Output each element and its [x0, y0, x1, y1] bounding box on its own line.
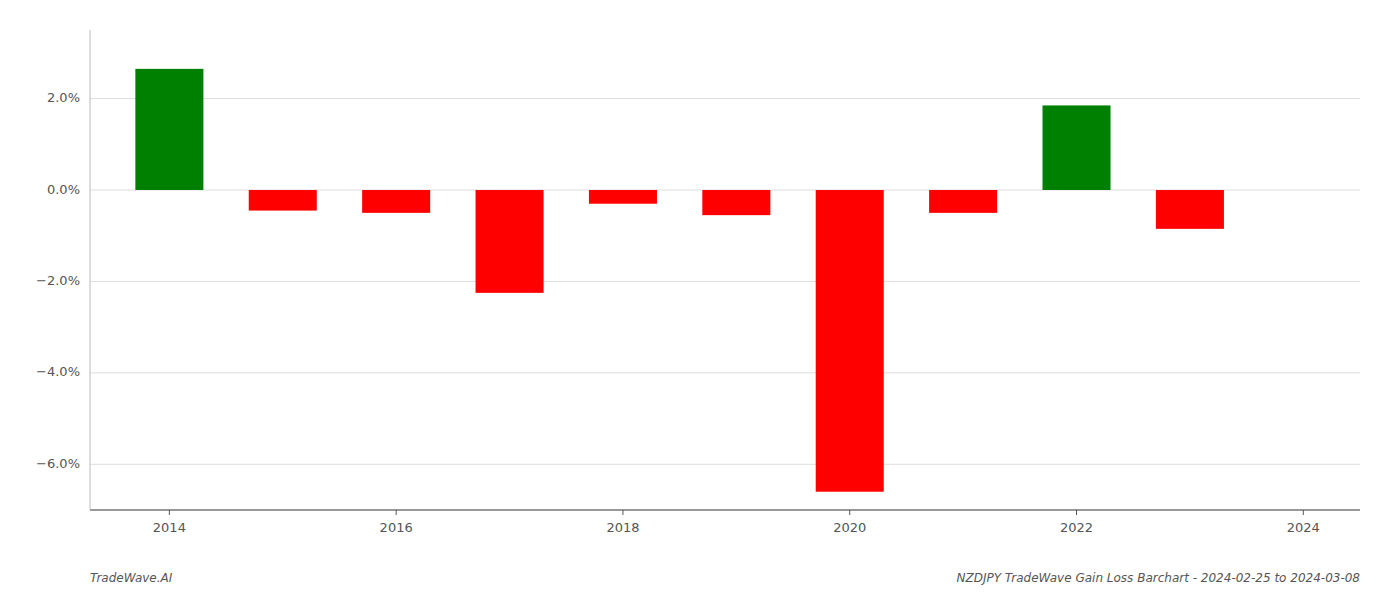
y-tick-label: −4.0%	[36, 364, 80, 379]
bar	[249, 190, 317, 211]
y-tick-labels: 2.0% 0.0% −2.0% −4.0% −6.0%	[36, 90, 80, 471]
footer-right: NZDJPY TradeWave Gain Loss Barchart - 20…	[957, 571, 1361, 585]
bars	[135, 69, 1224, 492]
x-axis-line	[90, 509, 1360, 510]
y-tick-label: 2.0%	[47, 90, 80, 105]
y-grid	[90, 99, 1360, 465]
bar	[135, 69, 203, 190]
x-tick	[396, 510, 397, 515]
bar	[1156, 190, 1224, 229]
y-tick-label: 0.0%	[47, 182, 80, 197]
bar	[702, 190, 770, 215]
bar	[476, 190, 544, 293]
bar	[929, 190, 997, 213]
x-tick-label: 2014	[153, 520, 186, 535]
bar	[362, 190, 430, 213]
x-tick	[1076, 510, 1077, 515]
grid-line	[90, 372, 1360, 373]
x-tick	[1303, 510, 1304, 515]
grid-line	[90, 98, 1360, 99]
y-axis-line	[90, 30, 91, 510]
x-tick-label: 2020	[833, 520, 866, 535]
x-tick	[849, 510, 850, 515]
x-tick-label: 2016	[380, 520, 413, 535]
grid-line	[90, 464, 1360, 465]
y-tick-label: −2.0%	[36, 273, 80, 288]
x-tick-label: 2022	[1060, 520, 1093, 535]
chart-container: 2.0%0.0%−2.0%−4.0%−6.0%20142016201820202…	[0, 0, 1400, 600]
bar	[816, 190, 884, 492]
x-tick-label: 2024	[1287, 520, 1320, 535]
x-tick	[169, 510, 170, 515]
bar	[1043, 105, 1111, 190]
bar	[589, 190, 657, 204]
chart-svg: 2.0%0.0%−2.0%−4.0%−6.0%20142016201820202…	[0, 0, 1400, 600]
x-tick-label: 2018	[606, 520, 639, 535]
grid-line	[90, 281, 1360, 282]
y-tick-label: −6.0%	[36, 456, 80, 471]
x-ticks: 2014 2016 2018 2020 2022 2024	[153, 510, 1320, 535]
x-tick	[622, 510, 623, 515]
footer-left: TradeWave.AI	[90, 571, 173, 585]
